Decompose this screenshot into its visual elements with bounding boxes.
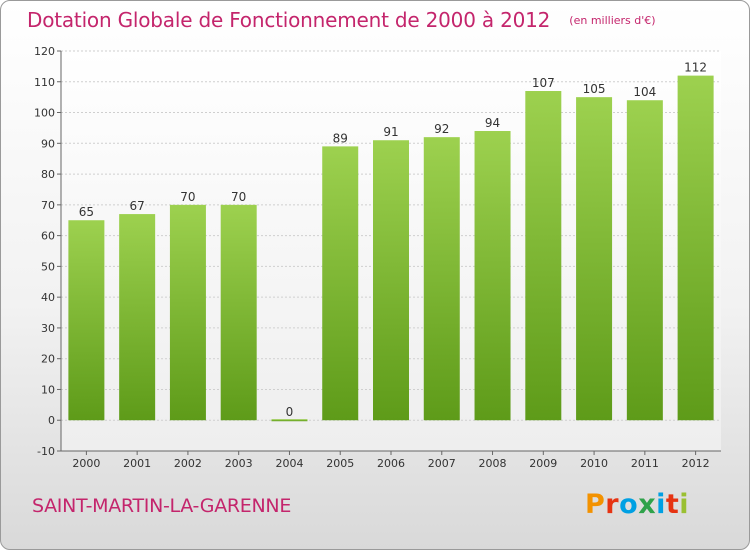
data-label: 0 <box>286 405 294 419</box>
logo-letter: r <box>605 489 620 520</box>
y-tick-label: 10 <box>41 383 55 396</box>
y-tick-label: 30 <box>41 322 55 335</box>
bar-2006[interactable] <box>373 140 409 421</box>
x-tick-label: 2007 <box>428 457 456 470</box>
x-tick-label: 2003 <box>225 457 253 470</box>
chart-title: Dotation Globale de Fonctionnement de 20… <box>27 8 551 32</box>
bar-2003[interactable] <box>220 204 257 421</box>
y-tick-label: 110 <box>34 76 55 89</box>
logo-letter: i <box>679 489 690 520</box>
y-tick-label: 70 <box>41 199 55 212</box>
bar-2008[interactable] <box>474 131 511 421</box>
data-label: 70 <box>231 190 246 204</box>
data-label: 92 <box>434 122 449 136</box>
bar-2012[interactable] <box>677 75 714 421</box>
logo-letter: o <box>619 489 639 520</box>
data-label: 70 <box>180 190 195 204</box>
bar-2010[interactable] <box>576 97 613 421</box>
data-label: 94 <box>485 116 500 130</box>
y-tick-label: 50 <box>41 260 55 273</box>
title-row: Dotation Globale de Fonctionnement de 20… <box>27 8 656 32</box>
x-tick-label: 2012 <box>682 457 710 470</box>
logo-letter: t <box>665 489 680 520</box>
commune-name: SAINT-MARTIN-LA-GARENNE <box>32 495 292 517</box>
x-tick-label: 2004 <box>275 457 303 470</box>
bar-2009[interactable] <box>525 91 562 421</box>
bar-2011[interactable] <box>626 100 663 421</box>
x-tick-label: 2011 <box>631 457 659 470</box>
bar-2001[interactable] <box>119 214 156 421</box>
y-tick-label: 0 <box>48 414 55 427</box>
data-label: 107 <box>532 76 555 90</box>
data-label: 105 <box>583 82 606 96</box>
bar-2005[interactable] <box>322 146 359 421</box>
bar-2007[interactable] <box>423 137 460 421</box>
data-label: 89 <box>333 131 348 145</box>
y-tick-label: -10 <box>37 445 55 458</box>
x-tick-label: 2002 <box>174 457 202 470</box>
data-label: 104 <box>633 85 656 99</box>
x-tick-label: 2006 <box>377 457 405 470</box>
proxiti-logo[interactable]: Proxiti <box>585 489 689 520</box>
logo-letter: i <box>656 489 666 520</box>
x-tick-label: 2009 <box>529 457 557 470</box>
bar-2000[interactable] <box>68 220 105 421</box>
x-tick-label: 2008 <box>479 457 507 470</box>
data-label: 67 <box>130 199 145 213</box>
x-tick-label: 2000 <box>72 457 100 470</box>
y-tick-label: 80 <box>41 168 55 181</box>
data-label: 65 <box>79 205 94 219</box>
data-label: 91 <box>383 125 398 139</box>
chart-subtitle: (en milliers d'€) <box>569 14 656 27</box>
bar-2004[interactable] <box>271 419 308 422</box>
data-label: 112 <box>684 61 707 75</box>
y-tick-label: 20 <box>41 353 55 366</box>
bar-2002[interactable] <box>169 204 206 421</box>
y-tick-label: 60 <box>41 230 55 243</box>
y-tick-label: 100 <box>34 107 55 120</box>
y-tick-label: 90 <box>41 137 55 150</box>
y-tick-label: 40 <box>41 291 55 304</box>
y-tick-label: 120 <box>34 45 55 58</box>
logo-letter: P <box>585 489 606 520</box>
x-tick-label: 2001 <box>123 457 151 470</box>
x-tick-label: 2010 <box>580 457 608 470</box>
logo-letter: x <box>638 489 657 520</box>
x-tick-label: 2005 <box>326 457 354 470</box>
